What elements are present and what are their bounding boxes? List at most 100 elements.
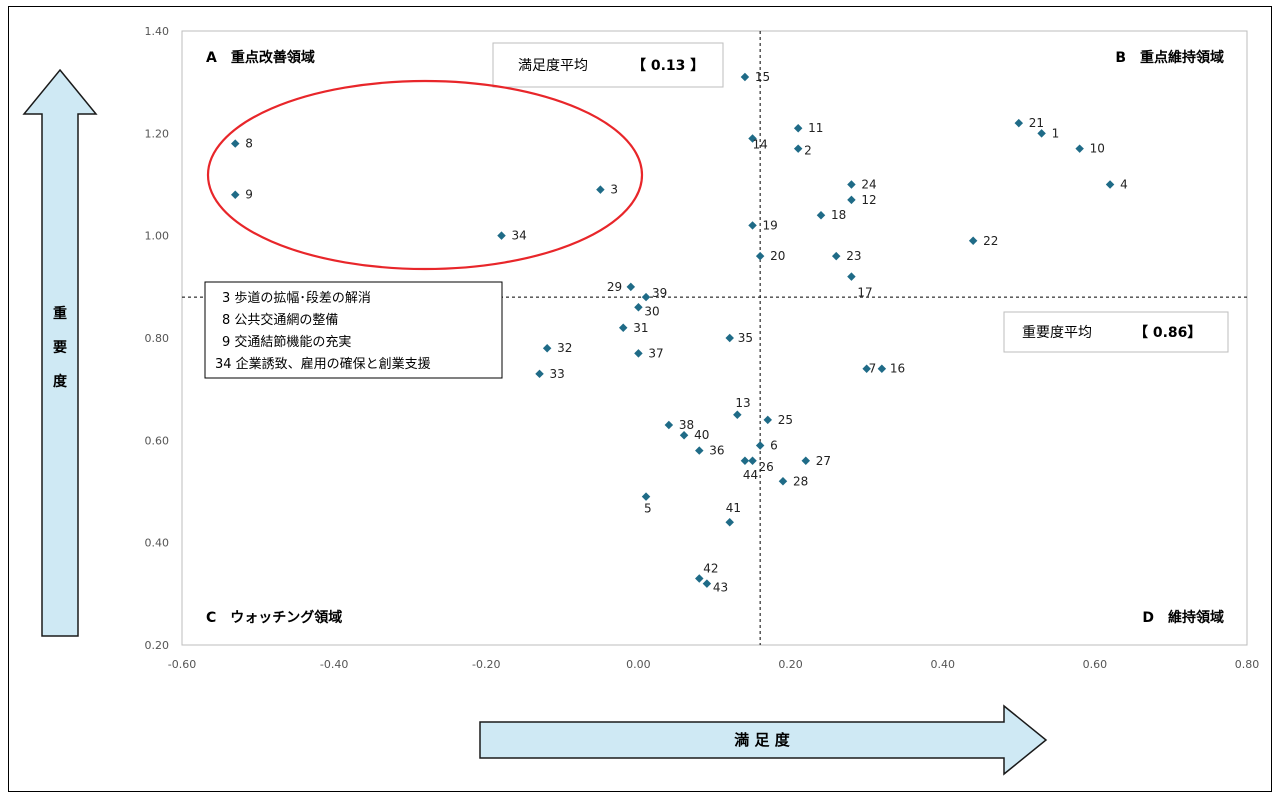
- satisfaction-axis-arrow: [479, 704, 1048, 776]
- quadrant-b-label: B 重点維持領域: [1115, 49, 1224, 66]
- data-point: [626, 282, 636, 292]
- importance-axis-arrow: [22, 68, 98, 637]
- data-point: [231, 190, 240, 199]
- data-point-label: 18: [831, 208, 846, 222]
- data-point-label: 8: [245, 137, 253, 151]
- highlight-ellipse: [206, 79, 644, 271]
- data-point-label: 20: [770, 249, 785, 263]
- data-point-label: 41: [726, 501, 741, 515]
- data-point-label: 3: [610, 183, 618, 197]
- data-point-label: 22: [983, 234, 998, 248]
- importance-average-value: 【 0.86】: [1134, 325, 1201, 341]
- data-point-label: 7: [869, 362, 877, 376]
- data-point-label: 38: [679, 418, 694, 432]
- quadrant-d-label: D 維持領域: [1142, 609, 1224, 626]
- data-point: [702, 579, 712, 588]
- data-point: [231, 139, 240, 148]
- x-tick-label: -0.40: [320, 658, 348, 671]
- data-point-label: 6: [770, 438, 778, 452]
- data-point: [679, 430, 689, 440]
- x-tick-label: 0.20: [778, 658, 803, 671]
- y-tick-label: 0.40: [145, 537, 170, 550]
- data-point: [634, 303, 643, 312]
- data-point: [641, 492, 651, 501]
- legend-box: [204, 281, 503, 379]
- data-point-label: 36: [709, 444, 724, 458]
- data-point: [877, 364, 887, 373]
- importance-average-box: [1003, 311, 1229, 353]
- data-point-label: 32: [557, 341, 572, 355]
- data-point: [497, 231, 506, 240]
- data-point-label: 15: [755, 70, 770, 84]
- data-point: [695, 574, 704, 583]
- y-tick-label: 1.20: [145, 127, 170, 140]
- data-point-label: 11: [808, 121, 823, 135]
- legend-item: 34 企業誘致、雇用の確保と創業支援: [215, 356, 431, 372]
- data-point-label: 44: [743, 468, 758, 482]
- data-point-label: 13: [735, 396, 750, 410]
- data-point: [634, 349, 643, 358]
- quadrant-a-label: A 重点改善領域: [206, 49, 315, 66]
- data-point-label: 29: [607, 280, 622, 294]
- data-point-label: 1: [1052, 126, 1060, 140]
- data-point-label: 9: [245, 188, 253, 202]
- data-point: [641, 292, 651, 302]
- data-point-label: 39: [652, 286, 667, 300]
- data-point-label: 4: [1120, 178, 1128, 192]
- data-point-label: 23: [846, 249, 861, 263]
- data-point-label: 5: [644, 502, 652, 516]
- data-point: [664, 420, 674, 430]
- data-point: [618, 323, 628, 333]
- quadrant-c-label: C ウォッチング領域: [206, 609, 342, 626]
- y-tick-label: 1.00: [145, 230, 170, 243]
- data-point-label: 40: [694, 428, 709, 442]
- data-point: [740, 456, 750, 466]
- x-tick-label: -0.20: [472, 658, 500, 671]
- data-point-label: 30: [644, 304, 659, 318]
- data-point: [542, 343, 552, 353]
- data-point-label: 33: [550, 367, 565, 381]
- data-point-label: 34: [512, 229, 527, 243]
- data-point-label: 12: [861, 193, 876, 207]
- satisfaction-average-label: 満足度平均: [518, 58, 588, 74]
- data-point-label: 14: [753, 137, 768, 151]
- data-point: [847, 272, 856, 281]
- data-point: [748, 456, 757, 466]
- data-point-label: 35: [738, 331, 753, 345]
- data-point: [862, 364, 871, 373]
- importance-axis-char-3: 度: [53, 373, 68, 390]
- data-point: [535, 369, 544, 379]
- satisfaction-average-box: [492, 42, 724, 88]
- x-tick-label: 0.80: [1235, 658, 1260, 671]
- y-tick-label: 0.60: [145, 434, 170, 447]
- legend-item: 3 歩道の拡幅･段差の解消: [222, 291, 371, 306]
- data-point-label: 10: [1090, 142, 1105, 156]
- data-point-label: 16: [890, 362, 905, 376]
- y-tick-label: 0.80: [145, 332, 170, 345]
- data-point: [755, 441, 765, 450]
- data-point-label: 37: [648, 346, 663, 360]
- x-tick-label: 0.00: [626, 658, 651, 671]
- satisfaction-axis-label: 満 足 度: [734, 731, 790, 749]
- data-point: [733, 410, 742, 419]
- data-point: [725, 517, 734, 527]
- data-point-label: 17: [857, 286, 872, 300]
- data-point-label: 24: [861, 178, 876, 192]
- data-point: [763, 415, 772, 425]
- data-point-label: 25: [778, 413, 793, 427]
- data-point-label: 26: [759, 460, 774, 474]
- data-point-label: 27: [816, 454, 831, 468]
- importance-axis-char-1: 重: [53, 305, 67, 322]
- y-tick-label: 0.20: [145, 639, 170, 652]
- x-tick-label: 0.40: [930, 658, 955, 671]
- legend-item: 8 公共交通網の整備: [222, 312, 338, 328]
- data-point-label: 21: [1029, 116, 1044, 130]
- x-tick-label: -0.60: [168, 658, 196, 671]
- importance-axis-char-2: 要: [53, 340, 67, 356]
- data-point-label: 2: [804, 144, 812, 158]
- data-point-label: 28: [793, 474, 808, 488]
- satisfaction-average-value: 【 0.13 】: [632, 58, 704, 74]
- data-point-label: 42: [703, 561, 718, 575]
- data-point: [725, 333, 734, 343]
